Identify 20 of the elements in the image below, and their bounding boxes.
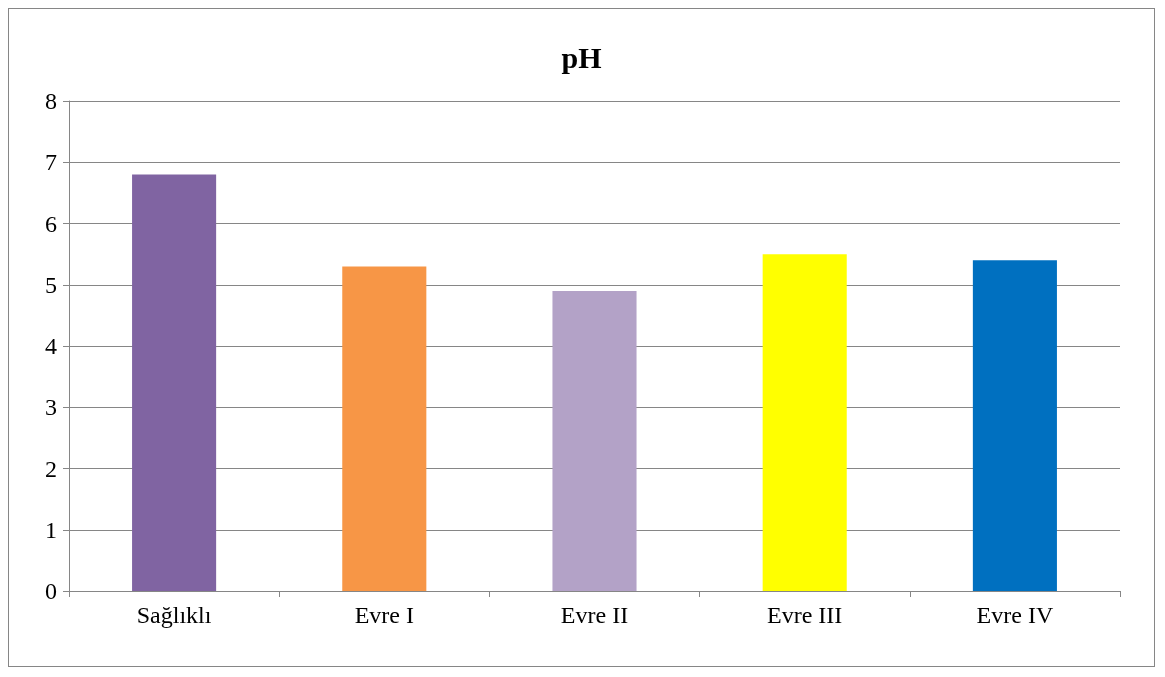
x-tick-label: Sağlıklı [136,602,212,628]
y-tick-label: 4 [45,333,57,359]
y-tick-label: 6 [45,210,57,237]
x-tick-label: Evre III [767,602,843,628]
y-tick-label: 7 [45,149,57,176]
bar [132,174,217,591]
bar [342,266,427,591]
y-tick-label: 2 [45,455,57,482]
x-tick-label: Evre II [560,602,629,628]
y-tick-label: 0 [45,578,57,604]
x-tick-label: Evre I [354,602,414,628]
y-tick-label: 8 [45,88,57,114]
bar [762,254,847,591]
chart-title: pH [561,40,602,74]
x-tick-label: Evre IV [976,602,1054,628]
y-tick-label: 3 [45,394,57,421]
y-tick-label: 1 [45,516,57,543]
bar [552,290,637,591]
y-tick-label: 5 [45,271,57,298]
bar [972,260,1057,591]
